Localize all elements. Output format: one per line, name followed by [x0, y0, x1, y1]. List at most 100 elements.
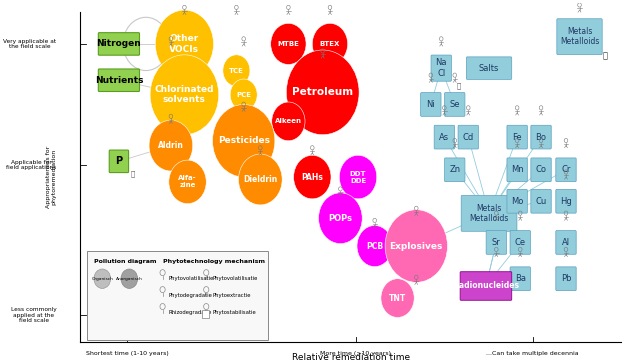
- Circle shape: [385, 210, 448, 282]
- FancyBboxPatch shape: [201, 310, 209, 318]
- Text: Shortest time (1-10 years): Shortest time (1-10 years): [86, 351, 169, 356]
- FancyBboxPatch shape: [458, 125, 478, 149]
- Circle shape: [230, 79, 257, 111]
- FancyBboxPatch shape: [531, 189, 551, 213]
- Circle shape: [213, 104, 275, 177]
- FancyBboxPatch shape: [486, 230, 507, 254]
- Circle shape: [381, 279, 414, 317]
- FancyBboxPatch shape: [461, 195, 517, 231]
- Text: ...Can take multiple decennia: ...Can take multiple decennia: [487, 351, 579, 356]
- Text: As: As: [440, 132, 450, 142]
- Circle shape: [319, 193, 362, 244]
- Text: Nitrogen: Nitrogen: [97, 39, 141, 48]
- Text: Nutrients: Nutrients: [95, 76, 143, 85]
- FancyBboxPatch shape: [556, 230, 576, 254]
- FancyBboxPatch shape: [531, 125, 551, 149]
- Text: Phytovolatilisatie: Phytovolatilisatie: [169, 276, 214, 281]
- Text: Chlorinated
solvents: Chlorinated solvents: [155, 85, 214, 104]
- Circle shape: [293, 155, 331, 199]
- Text: Ba: Ba: [515, 274, 526, 283]
- Text: Cd: Cd: [463, 132, 474, 142]
- Text: Sr: Sr: [492, 238, 501, 247]
- Text: Rhizodegradatie: Rhizodegradatie: [169, 310, 212, 315]
- Circle shape: [271, 23, 306, 64]
- Circle shape: [155, 10, 214, 78]
- Circle shape: [94, 269, 110, 288]
- FancyBboxPatch shape: [109, 150, 129, 173]
- Text: Mn: Mn: [511, 165, 524, 174]
- Text: Phytodegradatie: Phytodegradatie: [169, 293, 213, 298]
- Circle shape: [223, 55, 250, 86]
- Text: Less commonly
applied at the
field scale: Less commonly applied at the field scale: [11, 307, 56, 323]
- Text: Phytostabilisatie: Phytostabilisatie: [213, 310, 256, 315]
- Circle shape: [150, 55, 219, 135]
- FancyBboxPatch shape: [556, 189, 576, 213]
- Text: Alfa-
zine: Alfa- zine: [178, 175, 197, 189]
- Text: ⛓: ⛓: [130, 171, 135, 178]
- Text: Metals
Metalloids: Metals Metalloids: [470, 204, 508, 223]
- Text: PCE: PCE: [236, 92, 251, 98]
- Text: Fe: Fe: [512, 132, 522, 142]
- Circle shape: [357, 225, 393, 266]
- Text: Cu: Cu: [535, 197, 547, 206]
- Text: Hg: Hg: [560, 197, 572, 206]
- Text: Petroleum: Petroleum: [292, 87, 353, 97]
- Text: Appropriateness for
phytoremediation: Appropriateness for phytoremediation: [46, 146, 56, 208]
- Text: TCE: TCE: [229, 68, 244, 74]
- Text: ⛓: ⛓: [457, 83, 461, 89]
- Circle shape: [271, 102, 305, 141]
- FancyBboxPatch shape: [507, 158, 527, 182]
- Text: Cr: Cr: [561, 165, 571, 174]
- FancyBboxPatch shape: [445, 92, 465, 116]
- Text: Salts: Salts: [479, 64, 499, 73]
- Text: Radionucleides: Radionucleides: [453, 281, 519, 290]
- Text: PCB: PCB: [366, 242, 383, 250]
- Text: Relative remediation time: Relative remediation time: [292, 353, 410, 362]
- Text: Metals
Metalloids: Metals Metalloids: [560, 27, 599, 46]
- Text: DDT
DDE: DDT DDE: [350, 171, 366, 183]
- FancyBboxPatch shape: [460, 272, 512, 300]
- FancyBboxPatch shape: [98, 69, 139, 91]
- FancyBboxPatch shape: [510, 230, 530, 254]
- Text: Very applicable at
the field scale: Very applicable at the field scale: [3, 39, 56, 50]
- Text: TNT: TNT: [389, 294, 406, 302]
- FancyBboxPatch shape: [510, 267, 530, 290]
- FancyBboxPatch shape: [431, 55, 451, 81]
- FancyBboxPatch shape: [87, 251, 268, 340]
- Text: Other
VOCIs: Other VOCIs: [169, 34, 199, 54]
- Text: Bo: Bo: [535, 132, 547, 142]
- Text: Zn: Zn: [449, 165, 460, 174]
- Text: Applicable for
field applications: Applicable for field applications: [6, 159, 56, 170]
- Text: Ce: Ce: [515, 238, 526, 247]
- Text: Na
Cl: Na Cl: [436, 59, 447, 78]
- Text: MTBE: MTBE: [278, 41, 299, 47]
- Text: POPs: POPs: [329, 214, 352, 223]
- Text: Co: Co: [535, 165, 547, 174]
- Text: Dieldrin: Dieldrin: [243, 175, 277, 184]
- Circle shape: [121, 269, 138, 288]
- Circle shape: [287, 50, 359, 135]
- Text: P: P: [115, 156, 122, 166]
- Circle shape: [339, 155, 377, 199]
- Circle shape: [312, 23, 347, 64]
- Text: Se: Se: [450, 100, 460, 109]
- FancyBboxPatch shape: [507, 189, 527, 213]
- Text: PAHs: PAHs: [302, 173, 324, 182]
- Text: Aldrin: Aldrin: [158, 141, 184, 150]
- Text: Al: Al: [562, 238, 570, 247]
- Text: Explosives: Explosives: [389, 242, 443, 250]
- FancyBboxPatch shape: [466, 57, 512, 79]
- Text: Mo: Mo: [511, 197, 524, 206]
- Text: Phytoextractie: Phytoextractie: [213, 293, 251, 298]
- FancyBboxPatch shape: [98, 33, 139, 55]
- FancyBboxPatch shape: [557, 19, 602, 55]
- Text: Pollution diagram: Pollution diagram: [94, 260, 157, 264]
- Text: Pb: Pb: [561, 274, 571, 283]
- Text: Ni: Ni: [426, 100, 435, 109]
- Text: ⛓: ⛓: [603, 51, 608, 60]
- Text: BTEX: BTEX: [320, 41, 340, 47]
- Text: Alkeen: Alkeen: [275, 118, 302, 124]
- FancyBboxPatch shape: [556, 158, 576, 182]
- Text: More time (>10 years): More time (>10 years): [320, 351, 391, 356]
- FancyBboxPatch shape: [421, 92, 441, 116]
